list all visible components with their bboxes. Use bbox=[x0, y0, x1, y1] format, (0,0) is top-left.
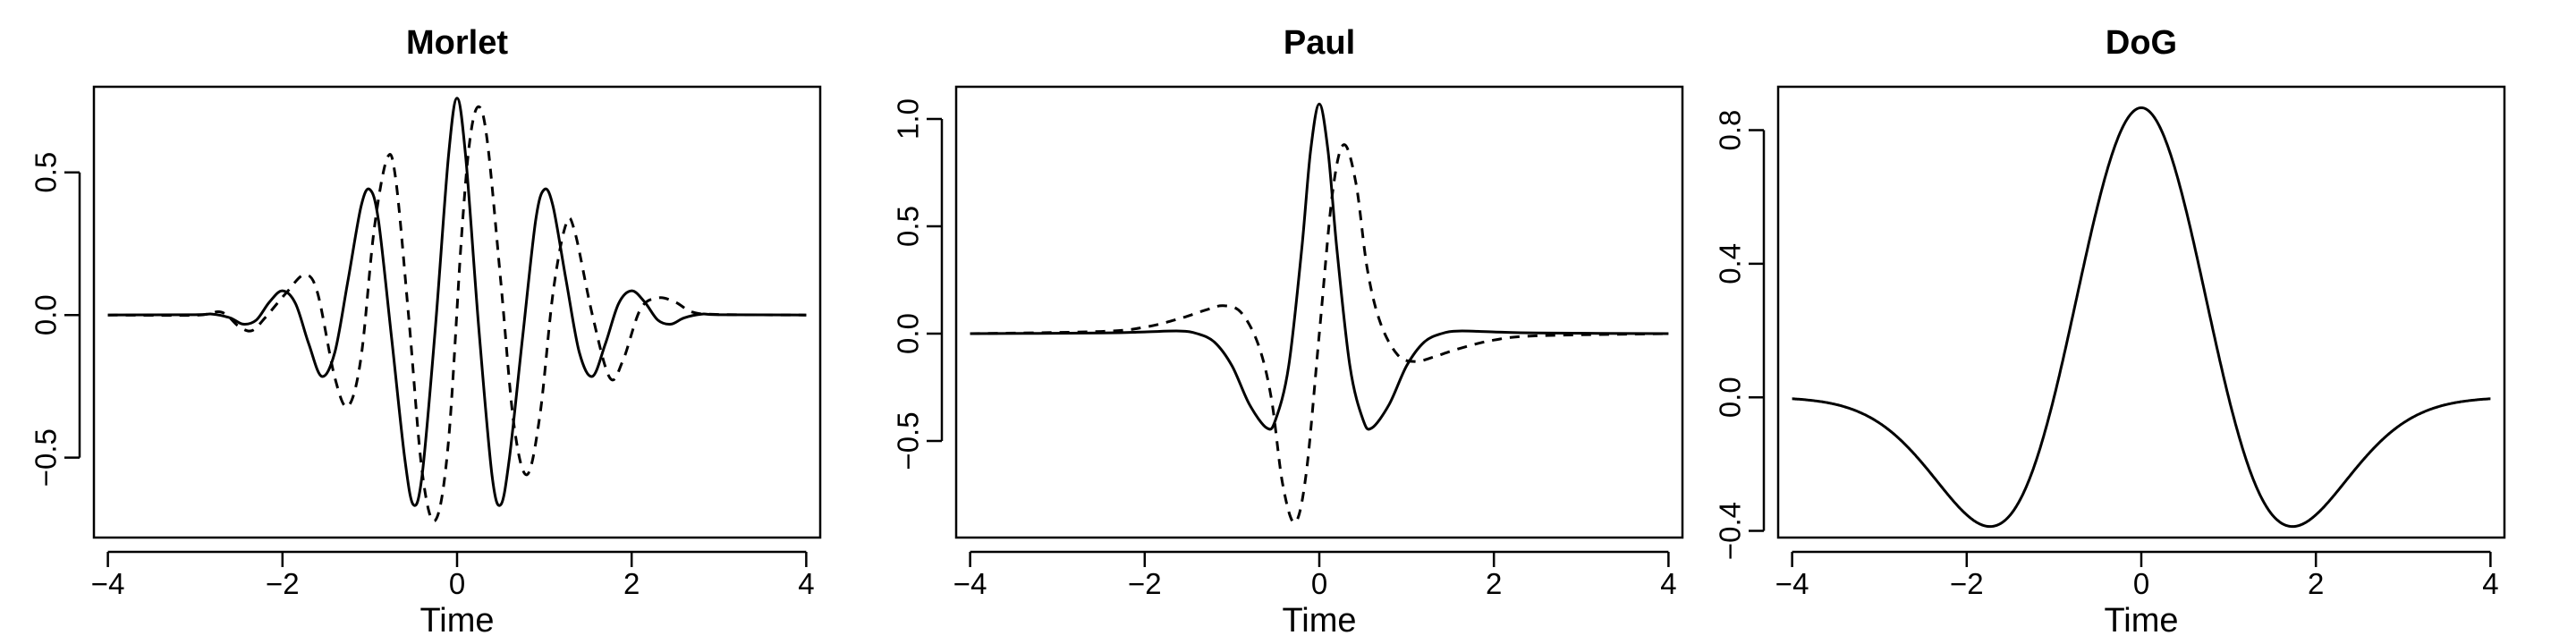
series-line-solid bbox=[107, 97, 807, 507]
x-tick-label: −4 bbox=[1775, 567, 1809, 600]
x-tick-label: 4 bbox=[798, 567, 814, 600]
x-tick-label: −2 bbox=[1950, 567, 1984, 600]
y-tick-label: 0.0 bbox=[892, 313, 925, 354]
x-tick-label: 4 bbox=[2482, 567, 2498, 600]
x-tick-label: 0 bbox=[2133, 567, 2149, 600]
dog-panel: DoG −4 −2 0 2 4 −0.4 0.0 0.4 0.8 Time bbox=[1714, 24, 2506, 640]
y-tick-label: 0.5 bbox=[30, 152, 63, 193]
x-axis-label: Time bbox=[2104, 602, 2178, 640]
morlet-panel: Morlet −4 −2 0 2 4 −0.5 0.0 0.5 Time bbox=[30, 24, 822, 640]
y-tick-label: 0.0 bbox=[1714, 377, 1747, 418]
series-line-solid bbox=[1792, 106, 2491, 529]
x-tick-label: −2 bbox=[1128, 567, 1162, 600]
y-tick-label: 0.0 bbox=[30, 294, 63, 335]
x-tick-label: 0 bbox=[449, 567, 465, 600]
plot-frame bbox=[954, 85, 1684, 539]
x-tick-label: 2 bbox=[623, 567, 640, 600]
y-tick-label: 1.0 bbox=[892, 98, 925, 140]
y-tick-label: −0.5 bbox=[30, 428, 63, 487]
x-tick-label: −4 bbox=[953, 567, 987, 600]
y-tick-label: −0.5 bbox=[892, 411, 925, 470]
panel-title: DoG bbox=[2106, 24, 2177, 62]
x-axis-label: Time bbox=[419, 602, 494, 640]
series-line-dashed bbox=[970, 143, 1669, 524]
panel-title: Paul bbox=[1284, 24, 1355, 62]
series-line-dashed bbox=[107, 105, 807, 523]
x-axis-label: Time bbox=[1282, 602, 1356, 640]
x-tick-label: −4 bbox=[91, 567, 125, 600]
x-tick-label: 2 bbox=[2308, 567, 2324, 600]
x-tick-label: 0 bbox=[1311, 567, 1327, 600]
x-tick-label: 2 bbox=[1486, 567, 1502, 600]
y-tick-label: −0.4 bbox=[1714, 502, 1747, 560]
panel-title: Morlet bbox=[406, 24, 508, 62]
plot-frame bbox=[1776, 85, 2506, 539]
y-tick-label: 0.5 bbox=[892, 206, 925, 247]
series-line-solid bbox=[970, 102, 1669, 431]
paul-panel: Paul −4 −2 0 2 4 −0.5 0.0 0.5 1.0 Time bbox=[892, 24, 1684, 640]
x-tick-label: −2 bbox=[266, 567, 300, 600]
x-tick-label: 4 bbox=[1660, 567, 1676, 600]
y-tick-label: 0.4 bbox=[1714, 243, 1747, 284]
plot-frame bbox=[92, 85, 822, 539]
y-tick-label: 0.8 bbox=[1714, 110, 1747, 151]
